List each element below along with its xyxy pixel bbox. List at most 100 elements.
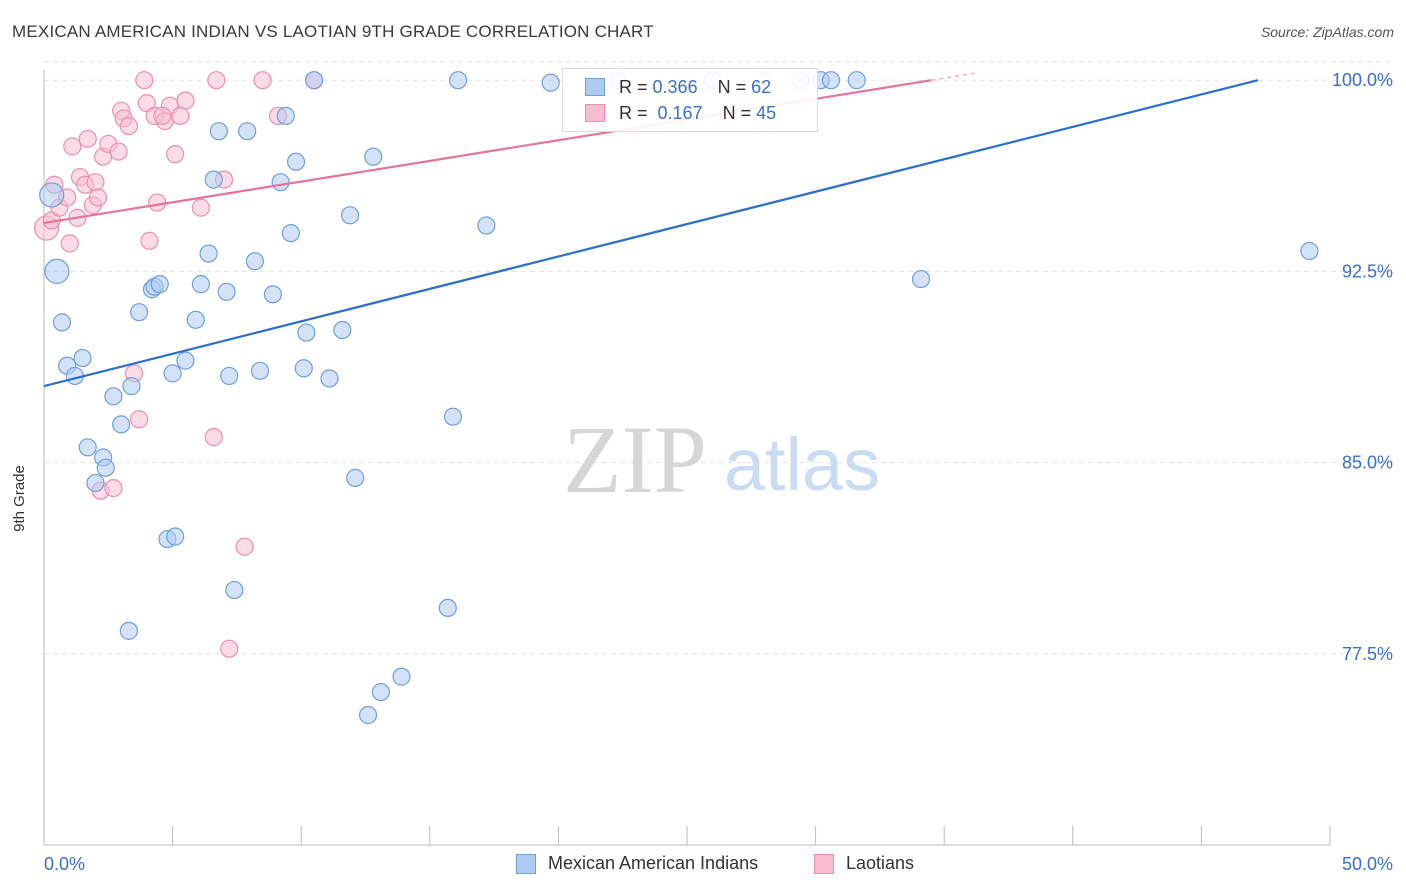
blue-point: [96, 458, 115, 477]
blue-point: [209, 122, 228, 141]
blue-point: [130, 303, 149, 322]
blue-point: [44, 258, 70, 284]
blue-point: [364, 147, 383, 166]
blue-point: [541, 73, 560, 92]
legend-n-value-blue: 62: [751, 77, 772, 97]
blue-point: [245, 252, 265, 271]
pink-point: [153, 106, 172, 125]
legend-n-value-pink: 45: [756, 103, 777, 123]
pink-point: [140, 231, 159, 250]
blue-point: [477, 216, 496, 235]
pink-point: [176, 91, 195, 110]
legend-swatch-pink: [585, 104, 605, 122]
blue-point: [86, 473, 105, 493]
blue-point: [286, 152, 306, 171]
pink-point: [166, 145, 185, 164]
blue-point: [333, 320, 352, 340]
blue-point: [438, 598, 457, 618]
pink-point: [86, 173, 105, 192]
blue-point: [220, 366, 239, 386]
laotians-points: [33, 71, 774, 658]
legend-text-pink: R = 0.167 N = 45: [619, 103, 776, 124]
blue-point: [297, 323, 316, 342]
pink-trendline-extension: [931, 72, 976, 81]
blue-point: [271, 173, 290, 192]
y-tick-label: 92.5%: [1342, 261, 1393, 281]
chart-title: MEXICAN AMERICAN INDIAN VS LAOTIAN 9TH G…: [12, 22, 654, 41]
blue-point: [304, 71, 324, 90]
blue-point: [392, 667, 411, 686]
y-tick-label: 100.0%: [1332, 70, 1393, 90]
pink-point: [109, 142, 128, 161]
blue-point: [911, 269, 931, 289]
blue-point: [199, 244, 218, 263]
blue-point: [294, 359, 313, 378]
pink-point: [63, 137, 82, 156]
legend-n-label: N =: [717, 77, 747, 97]
blue-point: [176, 351, 195, 370]
watermark-atlas: atlas: [724, 423, 880, 506]
pink-point: [104, 478, 123, 498]
pink-point: [204, 428, 223, 447]
legend-r-value-blue: 0.366: [652, 77, 698, 97]
blue-point: [150, 275, 169, 294]
blue-point: [204, 170, 223, 189]
blue-point: [320, 369, 339, 388]
tick-labels: 77.5% 85.0% 92.5% 100.0% 0.0% 50.0%: [44, 70, 1393, 874]
x-tick-label-min: 0.0%: [44, 854, 85, 874]
blue-point: [78, 438, 97, 457]
blue-point: [225, 580, 244, 600]
blue-point: [276, 106, 295, 125]
legend-text-blue: R = 0.366 N = 62: [619, 77, 771, 98]
legend-n-label: N =: [722, 103, 752, 123]
grid: [44, 61, 1394, 655]
blue-point: [186, 310, 205, 329]
blue-point: [217, 282, 236, 301]
legend-r-label: R =: [619, 77, 648, 97]
pink-point: [220, 639, 239, 658]
pink-point: [78, 129, 97, 148]
blue-point: [250, 361, 270, 380]
blue-point: [263, 285, 283, 304]
pink-point: [253, 71, 272, 90]
blue-point: [119, 621, 138, 640]
blue-point: [358, 705, 378, 725]
blue-trendline: [43, 79, 1259, 388]
pink-point: [171, 106, 190, 125]
pink-point: [148, 193, 167, 212]
blue-point: [166, 527, 185, 546]
blue-point: [52, 313, 72, 332]
pink-point: [60, 234, 79, 253]
pink-point: [235, 537, 254, 556]
pink-point: [130, 410, 149, 429]
pink-point: [135, 71, 154, 90]
pink-point: [191, 198, 210, 217]
legend-label-pink: Laotians: [846, 853, 915, 873]
blue-point: [112, 415, 131, 434]
blue-point: [281, 224, 301, 243]
blue-point: [371, 682, 391, 702]
blue-point: [73, 348, 92, 368]
legend-swatch-pink: [814, 854, 834, 874]
legend-swatch-blue: [585, 78, 605, 96]
blue-point: [821, 71, 841, 90]
blue-point: [448, 71, 468, 90]
blue-point: [340, 206, 360, 225]
source-label: Source: ZipAtlas.com: [1260, 24, 1394, 40]
pink-point: [119, 116, 138, 136]
blue-point: [163, 364, 182, 383]
blue-point: [104, 387, 123, 406]
series-legend: Mexican American Indians Laotians: [0, 852, 1406, 876]
watermark-zip: ZIP: [563, 406, 707, 513]
x-tick-label-max: 50.0%: [1342, 854, 1393, 874]
legend-r-value-pink: 0.167: [657, 103, 703, 123]
legend-label-blue: Mexican American Indians: [548, 853, 759, 873]
stats-legend: R = 0.366 N = 62 R = 0.167 N = 45: [562, 68, 818, 132]
blue-point: [39, 182, 65, 208]
blue-point: [191, 275, 210, 294]
mexican-american-indians-points: [39, 71, 1319, 725]
y-tick-label: 85.0%: [1342, 453, 1393, 473]
blue-point: [847, 71, 866, 90]
blue-point: [1300, 241, 1319, 261]
